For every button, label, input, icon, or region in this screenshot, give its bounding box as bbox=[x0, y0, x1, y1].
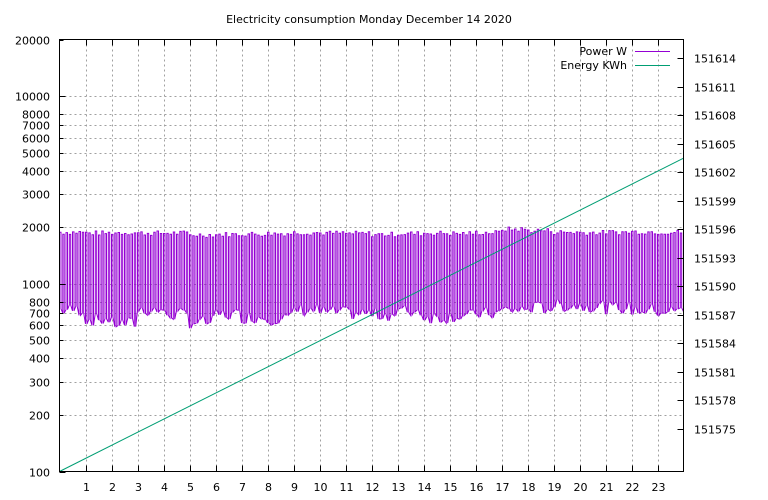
y-tick-label: 7000 bbox=[22, 120, 50, 133]
x-tick-label: 17 bbox=[496, 481, 510, 494]
x-tick-label: 11 bbox=[340, 481, 354, 494]
x-tick-label: 13 bbox=[392, 481, 406, 494]
y-tick-label: 8000 bbox=[22, 109, 50, 122]
x-tick-label: 20 bbox=[574, 481, 588, 494]
y-tick-label: 4000 bbox=[22, 166, 50, 179]
chart-title: Electricity consumption Monday December … bbox=[226, 13, 512, 26]
x-tick-label: 22 bbox=[626, 481, 640, 494]
y-tick-label: 100 bbox=[29, 467, 50, 480]
x-tick-label: 8 bbox=[265, 481, 272, 494]
x-tick-label: 16 bbox=[470, 481, 484, 494]
legend-label-power: Power W bbox=[579, 45, 627, 58]
y-tick-label: 700 bbox=[29, 308, 50, 321]
y2-tick-label: 151584 bbox=[694, 338, 736, 351]
y2-tick-label: 151593 bbox=[694, 253, 736, 266]
x-tick-label: 19 bbox=[548, 481, 562, 494]
x-tick-label: 6 bbox=[213, 481, 220, 494]
y-tick-label: 20000 bbox=[15, 35, 50, 48]
y2-tick-label: 151596 bbox=[694, 224, 736, 237]
y-tick-label: 2000 bbox=[22, 222, 50, 235]
y-tick-label: 6000 bbox=[22, 133, 50, 146]
x-tick-label: 15 bbox=[444, 481, 458, 494]
legend-label-energy: Energy KWh bbox=[560, 59, 627, 72]
y-tick-label: 1000 bbox=[22, 279, 50, 292]
y2-tick-label: 151575 bbox=[694, 424, 736, 437]
x-tick-label: 4 bbox=[161, 481, 168, 494]
y2-tick-label: 151599 bbox=[694, 196, 736, 209]
series-power-line bbox=[59, 226, 684, 329]
axis-ticks bbox=[59, 39, 684, 473]
plot-border bbox=[59, 39, 684, 472]
y-tick-label: 400 bbox=[29, 353, 50, 366]
y2-tick-label: 151608 bbox=[694, 110, 736, 123]
x-tick-label: 3 bbox=[135, 481, 142, 494]
x-tick-label: 23 bbox=[652, 481, 666, 494]
x-tick-label: 14 bbox=[418, 481, 432, 494]
x-tick-label: 5 bbox=[187, 481, 194, 494]
x-tick-label: 1 bbox=[83, 481, 90, 494]
y2-tick-label: 151587 bbox=[694, 310, 736, 323]
y-tick-label: 800 bbox=[29, 297, 50, 310]
y-tick-label: 3000 bbox=[22, 189, 50, 202]
y-tick-label: 10000 bbox=[15, 91, 50, 104]
y2-tick-label: 151611 bbox=[694, 82, 736, 95]
legend: Power W Energy KWh bbox=[560, 45, 670, 72]
y2-tick-label: 151605 bbox=[694, 139, 736, 152]
x-tick-label: 7 bbox=[239, 481, 246, 494]
x-tick-label: 21 bbox=[600, 481, 614, 494]
series-energy-line bbox=[59, 157, 684, 472]
x-tick-label: 18 bbox=[522, 481, 536, 494]
tick-labels: 1 2 3 4 5 6 7 8 9 10 11 12 13 14 15 16 17 18 19 20 21 22 23100… bbox=[15, 35, 736, 495]
y2-tick-label: 151581 bbox=[694, 367, 736, 380]
y-tick-label: 200 bbox=[29, 410, 50, 423]
y-tick-label: 300 bbox=[29, 377, 50, 390]
y2-tick-label: 151590 bbox=[694, 281, 736, 294]
y-tick-label: 5000 bbox=[22, 148, 50, 161]
x-tick-label: 9 bbox=[291, 481, 298, 494]
y-tick-label: 600 bbox=[29, 320, 50, 333]
plot-series bbox=[59, 157, 684, 472]
y2-tick-label: 151578 bbox=[694, 395, 736, 408]
y2-tick-label: 151614 bbox=[694, 53, 736, 66]
y2-tick-label: 151602 bbox=[694, 167, 736, 180]
x-tick-label: 10 bbox=[314, 481, 328, 494]
x-tick-label: 2 bbox=[109, 481, 116, 494]
y-tick-label: 500 bbox=[29, 335, 50, 348]
x-tick-label: 12 bbox=[366, 481, 380, 494]
